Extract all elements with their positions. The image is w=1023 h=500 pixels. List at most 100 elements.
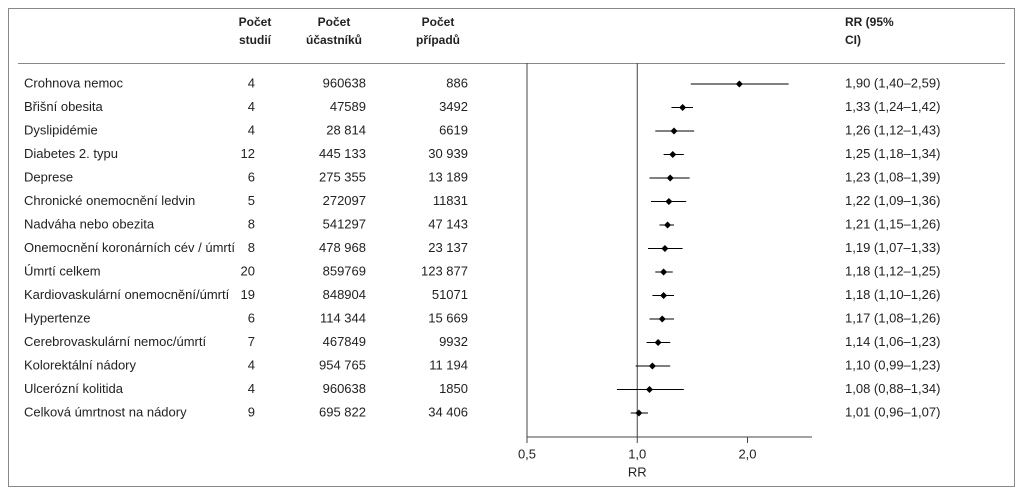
cases-cell: 886 (446, 75, 468, 90)
participants-cell: 272097 (323, 193, 366, 208)
participants-cell: 445 133 (319, 146, 366, 161)
row-label: Břišní obesita (24, 99, 104, 114)
cases-cell: 13 189 (428, 169, 468, 184)
cases-cell: 23 137 (428, 240, 468, 255)
point-estimate (735, 80, 743, 88)
participants-cell: 47589 (330, 99, 366, 114)
rr-label: 1,90 (1,40–2,59) (845, 75, 940, 90)
point-estimate (666, 174, 674, 182)
rr-label: 1,26 (1,12–1,43) (845, 122, 940, 137)
studies-cell: 8 (248, 240, 255, 255)
participants-cell: 960638 (323, 381, 366, 396)
rr-label: 1,01 (0,96–1,07) (845, 404, 940, 419)
row-label: Diabetes 2. typu (24, 146, 118, 161)
cases-cell: 30 939 (428, 146, 468, 161)
rr-label: 1,21 (1,15–1,26) (845, 216, 940, 231)
participants-cell: 848904 (323, 287, 366, 302)
point-estimate (669, 151, 677, 158)
rr-label: 1,25 (1,18–1,34) (845, 146, 940, 161)
rr-label: 1,18 (1,10–1,26) (845, 287, 940, 302)
column-header: Počet (239, 15, 272, 29)
row-label: Chronické onemocnění ledvin (24, 193, 195, 208)
cases-cell: 51071 (432, 287, 468, 302)
cases-cell: 123 877 (421, 263, 468, 278)
column-header: případů (416, 33, 460, 47)
point-estimate (658, 315, 666, 323)
point-estimate (670, 127, 678, 135)
cases-cell: 11831 (433, 193, 468, 208)
rr-label: 1,10 (0,99–1,23) (845, 357, 940, 372)
column-header: účastníků (306, 33, 362, 47)
studies-cell: 5 (248, 193, 255, 208)
row-label: Deprese (24, 169, 73, 184)
participants-cell: 275 355 (319, 169, 366, 184)
rr-label: 1,22 (1,09–1,36) (845, 193, 940, 208)
point-estimate (660, 292, 668, 299)
column-header: studií (239, 33, 272, 47)
row-label: Kardiovaskulární onemocnění/úmrtí (24, 287, 230, 302)
cases-cell: 1850 (439, 381, 468, 396)
x-tick-label: 0,5 (518, 446, 536, 461)
studies-cell: 6 (248, 310, 255, 325)
cases-cell: 6619 (439, 122, 468, 137)
row-label: Crohnova nemoc (24, 75, 123, 90)
x-axis-label: RR (628, 464, 647, 479)
point-estimate (654, 339, 662, 346)
participants-cell: 960638 (323, 75, 366, 90)
x-tick-label: 1,0 (628, 446, 646, 461)
studies-cell: 7 (248, 334, 255, 349)
participants-cell: 859769 (323, 263, 366, 278)
rr-label: 1,23 (1,08–1,39) (845, 169, 940, 184)
studies-cell: 8 (248, 216, 255, 231)
row-label: Kolorektální nádory (24, 357, 137, 372)
column-header: Počet (318, 15, 351, 29)
point-estimate (660, 268, 668, 276)
point-estimate (648, 362, 656, 370)
studies-cell: 4 (248, 381, 255, 396)
studies-cell: 4 (248, 122, 255, 137)
row-label: Celková úmrtnost na nádory (24, 404, 187, 419)
point-estimate (645, 386, 653, 393)
cases-cell: 9932 (439, 334, 468, 349)
point-estimate (664, 221, 672, 229)
studies-cell: 4 (248, 357, 255, 372)
studies-cell: 20 (241, 263, 255, 278)
row-label: Dyslipidémie (24, 122, 98, 137)
rr-label: 1,17 (1,08–1,26) (845, 310, 940, 325)
rr-label: 1,18 (1,12–1,25) (845, 263, 940, 278)
participants-cell: 954 765 (319, 357, 366, 372)
rr-label: 1,08 (0,88–1,34) (845, 381, 940, 396)
point-estimate (635, 409, 643, 417)
x-tick-label: 2,0 (738, 446, 756, 461)
frame (8, 8, 1015, 487)
rr-label: 1,14 (1,06–1,23) (845, 334, 940, 349)
cases-cell: 3492 (439, 99, 468, 114)
rr-label: 1,33 (1,24–1,42) (845, 99, 940, 114)
column-header: CI) (845, 33, 861, 47)
cases-cell: 34 406 (428, 404, 468, 419)
point-estimate (665, 198, 673, 205)
participants-cell: 478 968 (319, 240, 366, 255)
row-label: Úmrtí celkem (24, 263, 101, 278)
point-estimate (661, 245, 669, 252)
participants-cell: 695 822 (319, 404, 366, 419)
studies-cell: 9 (248, 404, 255, 419)
cases-cell: 15 669 (428, 310, 468, 325)
column-header: Počet (422, 15, 455, 29)
studies-cell: 6 (248, 169, 255, 184)
column-header: RR (95% (845, 15, 894, 29)
row-label: Ulcerózní kolitida (24, 381, 124, 396)
studies-cell: 19 (241, 287, 255, 302)
participants-cell: 114 344 (320, 310, 366, 325)
rr-label: 1,19 (1,07–1,33) (845, 240, 940, 255)
cases-cell: 47 143 (428, 216, 468, 231)
participants-cell: 467849 (323, 334, 366, 349)
point-estimate (679, 104, 687, 111)
participants-cell: 28 814 (326, 122, 366, 137)
row-label: Hypertenze (24, 310, 90, 325)
participants-cell: 541297 (323, 216, 366, 231)
cases-cell: 11 194 (429, 357, 468, 372)
studies-cell: 4 (248, 99, 255, 114)
studies-cell: 4 (248, 75, 255, 90)
